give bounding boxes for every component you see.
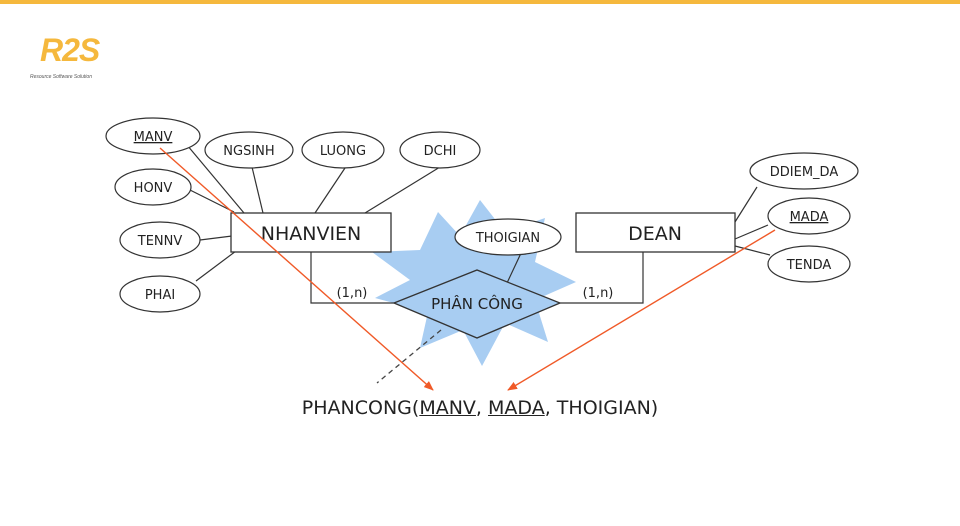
logo-text: R2S	[40, 32, 100, 68]
relationship-phan-cong-diamond	[392, 269, 562, 339]
attribute-luong-ellipse	[301, 131, 385, 169]
entity-nhanvien-label: NHANVIEN	[261, 223, 362, 245]
attribute-tennv-ellipse	[119, 221, 201, 259]
attribute-tenda-ellipse	[767, 245, 851, 283]
attribute-mada-label: MADA	[790, 210, 829, 225]
attribute-tenda-label: TENDA	[786, 258, 832, 273]
logo-tagline: Resource Software Solution	[30, 74, 92, 80]
attribute-phai-ellipse	[119, 275, 201, 313]
cardinality-left: (1,n)	[337, 286, 368, 301]
entity-dean-box	[575, 212, 736, 253]
attribute-dchi-ellipse	[399, 131, 481, 169]
schema-key-manv: MANV	[419, 397, 476, 419]
schema-table-name: PHANCONG(	[301, 397, 420, 419]
attribute-ngsinh-label: NGSINH	[223, 144, 274, 159]
schema-separator-2: ,	[544, 397, 557, 419]
attribute-tennv-label: TENNV	[137, 234, 183, 249]
attribute-ngsinh-ellipse	[204, 131, 294, 169]
relationship-links	[310, 250, 644, 304]
mapping-arrow-manv	[159, 147, 434, 391]
attribute-thoigian-ellipse	[454, 218, 562, 256]
nhanvien-attribute-links	[186, 144, 441, 282]
schema-key-mada: MADA	[488, 397, 545, 419]
attribute-ddiem-da-label: DDIEM_DA	[770, 165, 839, 180]
attribute-mada-ellipse	[767, 197, 851, 235]
attribute-dchi-label: DCHI	[424, 144, 457, 159]
mapping-arrow-mada	[507, 229, 776, 391]
attribute-manv-ellipse	[105, 117, 201, 155]
attribute-honv-ellipse	[114, 168, 192, 206]
dean-attribute-links	[734, 186, 771, 256]
attribute-manv-label: MANV	[134, 130, 173, 145]
schema-separator-1: ,	[475, 397, 489, 419]
cardinality-right: (1,n)	[583, 286, 614, 301]
attribute-phai-label: PHAI	[145, 288, 175, 303]
entity-nhanvien-box	[230, 212, 392, 253]
schema-attr-thoigian: THOIGIAN	[556, 397, 651, 419]
relationship-phan-cong-label: PHÂN CÔNG	[431, 294, 523, 313]
attribute-ddiem-da-ellipse	[749, 152, 859, 190]
dashed-arrow-line	[376, 329, 442, 384]
entity-dean-label: DEAN	[628, 223, 682, 245]
schema-close-paren: )	[650, 397, 659, 419]
attribute-luong-label: LUONG	[320, 144, 366, 159]
top-accent-bar	[0, 0, 960, 4]
attribute-honv-label: HONV	[134, 181, 173, 196]
relation-schema: PHANCONG(MANV, MADA, THOIGIAN)	[0, 397, 960, 419]
r2s-logo: R2S Resource Software Solution	[30, 32, 120, 84]
attribute-thoigian-label: THOIGIAN	[475, 231, 540, 246]
